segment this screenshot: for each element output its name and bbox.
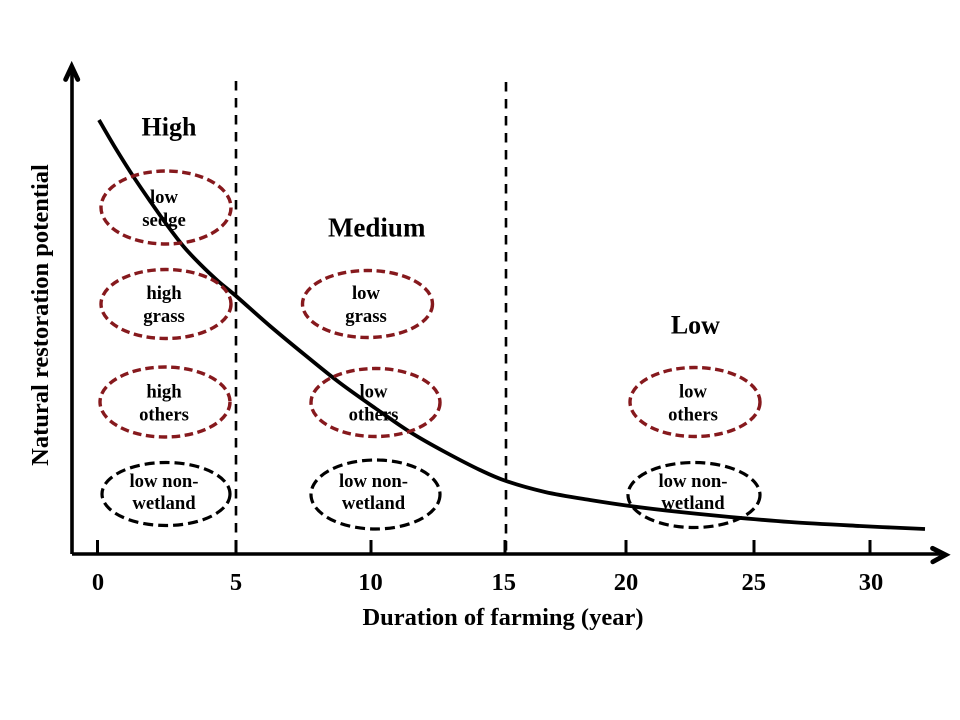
svg-text:0: 0: [92, 569, 104, 596]
svg-text:High: High: [142, 113, 197, 142]
svg-text:low non-wetland: low non-wetland: [658, 471, 727, 514]
svg-text:low non-wetland: low non-wetland: [339, 471, 408, 514]
svg-text:low non-wetland: low non-wetland: [129, 471, 198, 514]
svg-text:15: 15: [492, 569, 517, 596]
svg-text:20: 20: [614, 569, 639, 596]
svg-text:Low: Low: [671, 311, 720, 340]
svg-text:25: 25: [741, 569, 766, 596]
svg-text:Natural restoration potential: Natural restoration potential: [27, 164, 54, 466]
svg-text:10: 10: [358, 569, 383, 596]
svg-text:5: 5: [230, 569, 242, 596]
svg-text:Duration of farming (year): Duration of farming (year): [362, 604, 643, 631]
svg-text:Medium: Medium: [328, 212, 426, 242]
svg-text:30: 30: [859, 569, 884, 596]
